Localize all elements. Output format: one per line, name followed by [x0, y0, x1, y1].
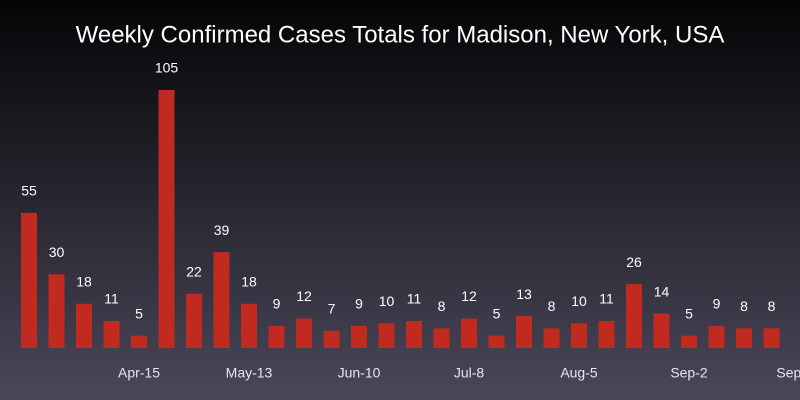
bar	[103, 320, 120, 348]
x-tick-label: Sep-30	[776, 365, 800, 381]
value-label: 30	[49, 244, 65, 260]
bar	[213, 252, 230, 348]
value-label: 9	[355, 296, 363, 312]
bar	[323, 330, 340, 348]
value-label: 12	[461, 288, 477, 304]
value-label: 26	[626, 254, 642, 270]
bar	[461, 318, 477, 348]
value-label: 8	[740, 298, 748, 314]
bar	[48, 274, 65, 348]
bar	[76, 303, 92, 348]
value-label: 14	[654, 283, 670, 299]
value-label: 22	[186, 264, 202, 280]
value-label: 12	[296, 288, 312, 304]
bar	[708, 325, 725, 348]
bar	[241, 303, 257, 348]
value-label: 11	[104, 291, 119, 307]
bar	[681, 335, 697, 348]
bar	[626, 284, 642, 348]
value-label: 5	[685, 305, 693, 321]
bar	[378, 323, 395, 348]
bar	[598, 320, 615, 348]
bar	[516, 316, 532, 348]
value-label: 11	[407, 291, 422, 307]
chart-title: Weekly Confirmed Cases Totals for Madiso…	[76, 21, 725, 48]
value-label: 5	[493, 305, 501, 321]
value-label: 18	[241, 273, 257, 289]
x-tick-label: Aug-5	[560, 365, 598, 381]
value-label: 18	[76, 273, 92, 289]
value-label: 10	[379, 293, 395, 309]
x-tick-label: May-13	[226, 365, 273, 381]
bar	[351, 325, 367, 348]
bar	[653, 313, 670, 348]
bar	[736, 328, 752, 348]
bar	[296, 318, 312, 348]
bar	[21, 212, 37, 348]
value-label: 9	[273, 296, 281, 312]
value-label: 39	[214, 222, 230, 238]
bar	[158, 90, 175, 348]
x-tick-label: Apr-15	[118, 365, 160, 381]
x-tick-label: Jul-8	[454, 365, 485, 381]
bar	[268, 325, 285, 348]
bar	[763, 328, 780, 348]
bar	[406, 320, 422, 348]
value-label: 5	[135, 305, 143, 321]
value-label: 7	[328, 301, 336, 317]
bar	[543, 328, 560, 348]
bar	[186, 293, 202, 348]
bar	[433, 328, 450, 348]
value-label: 8	[768, 298, 776, 314]
x-tick-label: Jun-10	[338, 365, 381, 381]
value-label: 13	[516, 286, 532, 302]
bar	[131, 335, 147, 348]
value-label: 8	[438, 298, 446, 314]
value-label: 8	[548, 298, 556, 314]
bar	[488, 335, 505, 348]
bar	[571, 323, 587, 348]
value-label: 10	[571, 293, 587, 309]
x-tick-label: Sep-2	[670, 365, 708, 381]
value-label: 11	[599, 291, 614, 307]
value-label: 55	[21, 183, 37, 199]
value-label: 105	[155, 60, 179, 76]
value-label: 9	[713, 296, 721, 312]
